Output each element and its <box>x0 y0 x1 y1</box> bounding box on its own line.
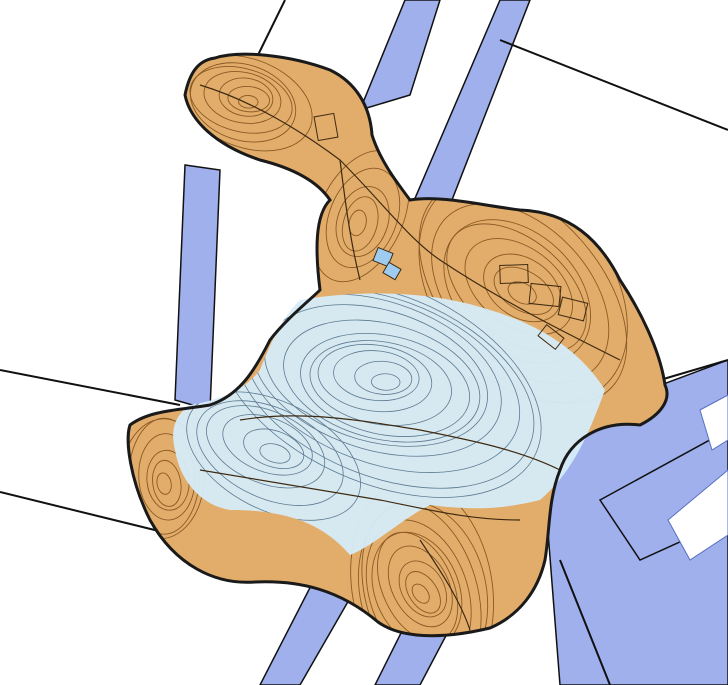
corridor-4 <box>358 0 441 112</box>
road-5 <box>419 539 471 631</box>
building-2 <box>499 263 529 285</box>
highlight-contour-line <box>317 344 433 413</box>
contour-line <box>387 545 453 628</box>
highlight-contour-line <box>259 443 291 464</box>
island-outline-layer <box>126 52 669 638</box>
zone-edge-1 <box>0 369 181 406</box>
contour-line <box>238 95 259 109</box>
highlight-contour-line <box>283 319 481 443</box>
highlight-contour-line <box>354 360 413 395</box>
road-1 <box>199 84 621 361</box>
contour-line <box>493 266 554 315</box>
contour-line <box>335 186 390 257</box>
highlight-zone-layer[interactable] <box>173 293 605 555</box>
zone-edge-2 <box>0 491 176 536</box>
zone-edge-5 <box>659 359 728 381</box>
contour-line <box>152 459 182 507</box>
highlight-zone <box>173 293 605 555</box>
building-4 <box>557 296 589 322</box>
white-zone-2 <box>699 394 728 451</box>
road-4 <box>339 159 361 281</box>
road-3 <box>199 469 521 521</box>
contour-line <box>507 281 537 305</box>
building-7 <box>537 324 565 350</box>
contour-line <box>189 66 293 134</box>
contour-line <box>156 472 172 495</box>
contour-line <box>189 62 297 143</box>
white-zone-1 <box>667 469 728 561</box>
building-6 <box>382 261 402 281</box>
highlight-contour-line <box>333 350 420 402</box>
roads-layer <box>199 84 621 631</box>
contour-line <box>405 571 441 614</box>
building-5 <box>372 246 394 268</box>
highlight-contour-line <box>309 340 452 426</box>
corridor-3 <box>174 164 221 411</box>
highlight-contour-line <box>196 400 344 506</box>
building-3 <box>528 282 562 308</box>
building-1 <box>313 112 339 142</box>
contour-line <box>341 196 379 252</box>
contour-line <box>411 583 430 604</box>
road-2 <box>239 415 561 471</box>
highlight-contour-line <box>206 405 326 489</box>
highlight-contour-line <box>371 373 401 391</box>
zone-edge-6 <box>559 559 611 685</box>
contour-line <box>227 85 271 113</box>
zone-edge-4 <box>499 39 728 131</box>
contour-line <box>483 253 562 323</box>
island-coastline <box>126 52 669 638</box>
highlight-contour-line <box>222 414 313 476</box>
contour-line <box>348 209 367 237</box>
highlight-contour-line <box>186 391 361 521</box>
contour-line <box>325 167 401 269</box>
highlight-contour-line <box>243 428 305 470</box>
contour-line <box>203 71 282 124</box>
contour-line <box>377 531 459 636</box>
contour-line <box>371 531 463 636</box>
highlight-contour-line <box>300 332 471 437</box>
zone-edge-3 <box>257 0 286 56</box>
contour-line <box>218 77 274 117</box>
contour-line <box>398 560 448 618</box>
